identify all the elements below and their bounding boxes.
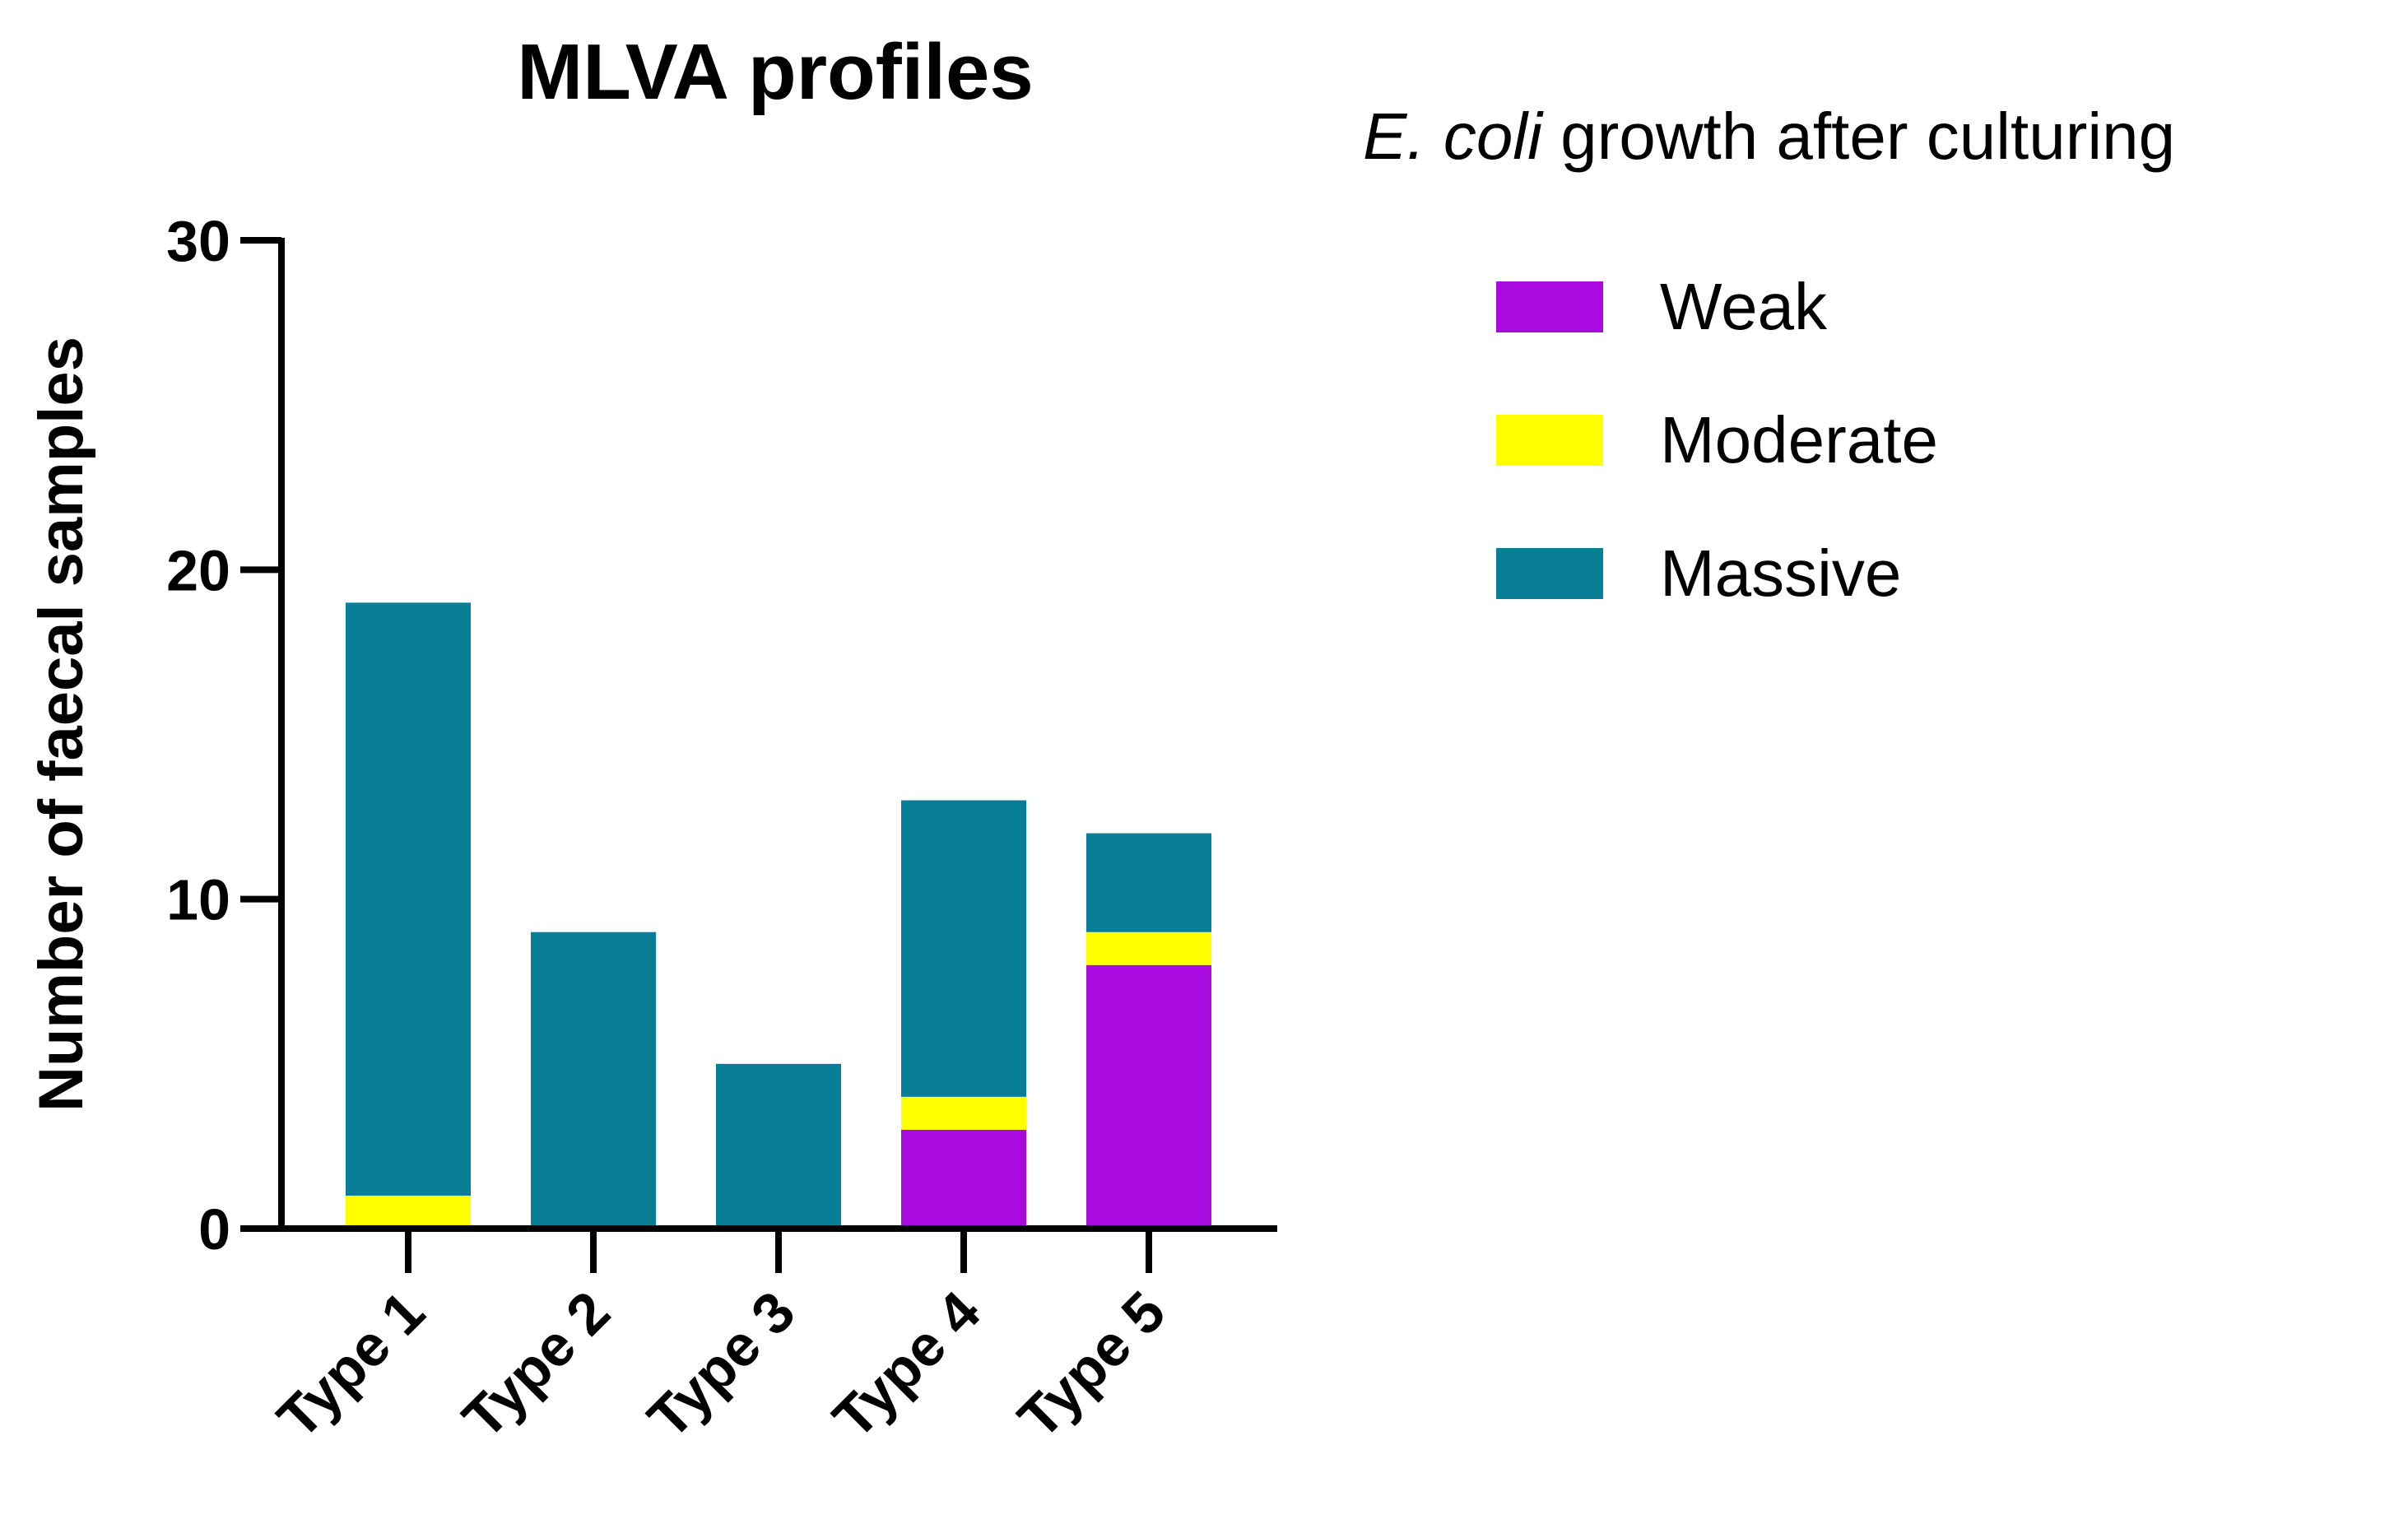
bar-segment-moderate-4 [901,1096,1026,1130]
axes-group: 0 10 20 30 Type 1 Type 2 Type 3 Type 4 Type 5 [166,209,1277,1451]
legend-title: E. coli growth after culturing [1363,100,2175,173]
bars-group [346,602,1211,1229]
legend-swatch-moderate [1496,415,1603,466]
y-tick-label-10: 10 [166,868,230,932]
bar-segment-moderate-1 [346,1195,471,1229]
bar-segment-massive-2 [531,932,656,1229]
chart-title: MLVA profiles [517,28,1034,116]
bar-segment-massive-5 [1086,833,1211,932]
bar-segment-massive-3 [716,1063,841,1229]
bar-segment-massive-4 [901,800,1026,1097]
y-axis-label: Number of faecal samples [26,337,96,1112]
bar-segment-moderate-5 [1086,932,1211,965]
legend-label-moderate: Moderate [1660,403,1938,476]
y-tick-label-0: 0 [198,1197,230,1261]
legend-label-massive: Massive [1660,537,1901,610]
x-tick-label-3: Type 3 [635,1279,807,1450]
bar-segment-weak-5 [1086,964,1211,1229]
legend-label-weak: Weak [1660,270,1828,343]
bar-segment-massive-1 [346,602,471,1196]
y-tick-label-30: 30 [166,209,230,273]
bar-segment-weak-4 [901,1129,1026,1229]
y-tick-label-20: 20 [166,538,230,602]
x-tick-label-2: Type 2 [450,1279,621,1450]
x-tick-label-4: Type 4 [820,1279,992,1450]
x-tick-label-5: Type 5 [1006,1279,1177,1450]
legend-swatch-weak [1496,281,1603,332]
legend: E. coli growth after culturing Weak Modera… [1363,100,2175,610]
x-tick-label-1: Type 1 [265,1279,436,1450]
legend-swatch-massive [1496,548,1603,599]
